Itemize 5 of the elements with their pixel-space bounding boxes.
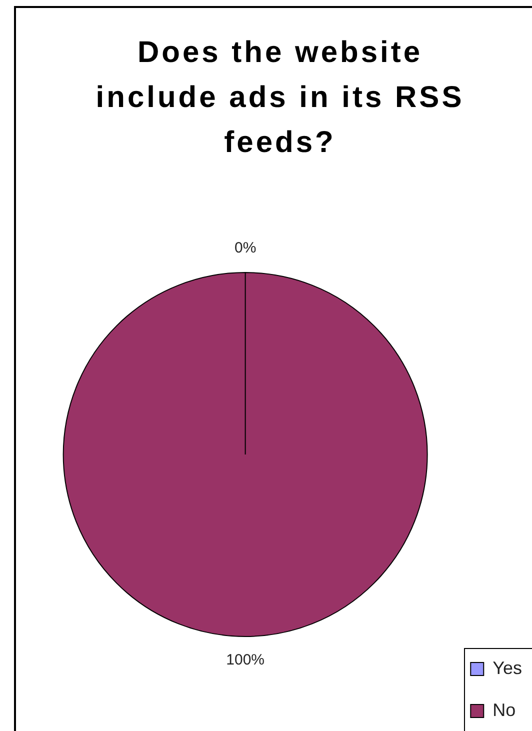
legend-label: No — [492, 700, 516, 720]
data-label: 100% — [226, 652, 265, 669]
text: 0% — [234, 240, 256, 257]
legend-label: Yes — [492, 658, 522, 678]
chart-title: Does the website include ads in its RSS feeds? — [94, 35, 466, 161]
